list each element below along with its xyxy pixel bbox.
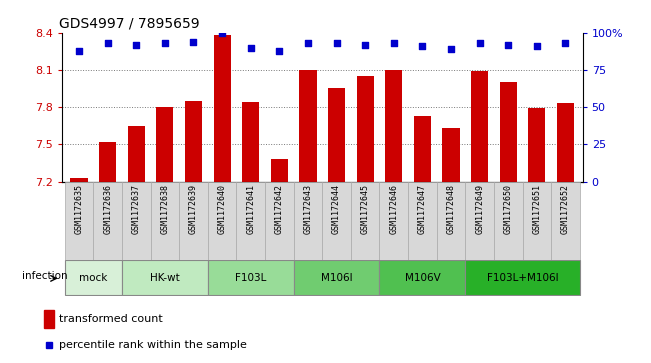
- Text: GSM1172637: GSM1172637: [132, 184, 141, 234]
- Bar: [322, 182, 351, 260]
- Bar: [271, 159, 288, 182]
- Point: [360, 42, 370, 48]
- Bar: [465, 260, 580, 295]
- Point: [188, 39, 199, 45]
- Bar: [443, 128, 460, 182]
- Bar: [99, 142, 117, 182]
- Bar: [294, 260, 380, 295]
- Bar: [179, 182, 208, 260]
- Bar: [208, 260, 294, 295]
- Bar: [380, 260, 465, 295]
- Bar: [294, 182, 322, 260]
- Text: HK-wt: HK-wt: [150, 273, 180, 283]
- Text: GSM1172652: GSM1172652: [561, 184, 570, 234]
- Bar: [185, 101, 202, 182]
- Text: GSM1172636: GSM1172636: [103, 184, 112, 234]
- Bar: [465, 182, 494, 260]
- Text: GSM1172643: GSM1172643: [303, 184, 312, 234]
- Text: GSM1172645: GSM1172645: [361, 184, 370, 234]
- Text: M106V: M106V: [404, 273, 440, 283]
- Bar: [156, 107, 173, 182]
- Text: GSM1172651: GSM1172651: [533, 184, 542, 234]
- Bar: [122, 260, 208, 295]
- Point: [389, 40, 399, 46]
- Text: GSM1172640: GSM1172640: [217, 184, 227, 234]
- Bar: [414, 116, 431, 182]
- Text: GSM1172639: GSM1172639: [189, 184, 198, 234]
- Text: GSM1172649: GSM1172649: [475, 184, 484, 234]
- Bar: [208, 182, 236, 260]
- Bar: [93, 182, 122, 260]
- Bar: [523, 182, 551, 260]
- Text: M106I: M106I: [321, 273, 352, 283]
- Text: GSM1172641: GSM1172641: [246, 184, 255, 234]
- Text: GSM1172635: GSM1172635: [74, 184, 83, 234]
- Point: [74, 48, 84, 53]
- Bar: [385, 70, 402, 182]
- Text: infection: infection: [21, 271, 67, 281]
- Text: GSM1172648: GSM1172648: [447, 184, 456, 234]
- Point: [102, 40, 113, 46]
- Bar: [150, 182, 179, 260]
- Text: F103L+M106I: F103L+M106I: [487, 273, 559, 283]
- Point: [159, 40, 170, 46]
- Text: GSM1172646: GSM1172646: [389, 184, 398, 234]
- Text: GSM1172644: GSM1172644: [332, 184, 341, 234]
- Point: [532, 43, 542, 49]
- Point: [417, 43, 428, 49]
- Bar: [380, 182, 408, 260]
- Point: [446, 46, 456, 52]
- Bar: [437, 182, 465, 260]
- Bar: [351, 182, 380, 260]
- Point: [217, 30, 227, 36]
- Bar: [557, 103, 574, 182]
- Bar: [408, 182, 437, 260]
- Bar: [500, 82, 517, 182]
- Text: F103L: F103L: [235, 273, 266, 283]
- Point: [561, 40, 571, 46]
- Bar: [494, 182, 523, 260]
- Bar: [328, 89, 345, 182]
- Bar: [70, 178, 88, 182]
- Bar: [64, 182, 93, 260]
- Point: [245, 45, 256, 50]
- Bar: [44, 310, 53, 328]
- Text: mock: mock: [79, 273, 107, 283]
- Bar: [471, 71, 488, 182]
- Point: [303, 40, 313, 46]
- Bar: [299, 70, 316, 182]
- Text: GDS4997 / 7895659: GDS4997 / 7895659: [59, 16, 200, 30]
- Point: [331, 40, 342, 46]
- Bar: [528, 108, 546, 182]
- Text: transformed count: transformed count: [59, 314, 163, 324]
- Point: [131, 42, 141, 48]
- Point: [475, 40, 485, 46]
- Bar: [551, 182, 580, 260]
- Bar: [128, 126, 145, 182]
- Text: GSM1172647: GSM1172647: [418, 184, 427, 234]
- Point: [274, 48, 284, 53]
- Text: percentile rank within the sample: percentile rank within the sample: [59, 339, 247, 350]
- Text: GSM1172642: GSM1172642: [275, 184, 284, 234]
- Text: GSM1172650: GSM1172650: [504, 184, 513, 234]
- Bar: [265, 182, 294, 260]
- Text: GSM1172638: GSM1172638: [160, 184, 169, 234]
- Point: [503, 42, 514, 48]
- Bar: [357, 76, 374, 182]
- Bar: [214, 35, 230, 182]
- Bar: [236, 182, 265, 260]
- Bar: [242, 102, 259, 182]
- Bar: [122, 182, 150, 260]
- Bar: [64, 260, 122, 295]
